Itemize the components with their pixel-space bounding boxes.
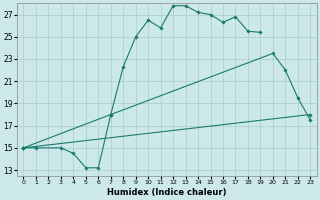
X-axis label: Humidex (Indice chaleur): Humidex (Indice chaleur) xyxy=(107,188,227,197)
